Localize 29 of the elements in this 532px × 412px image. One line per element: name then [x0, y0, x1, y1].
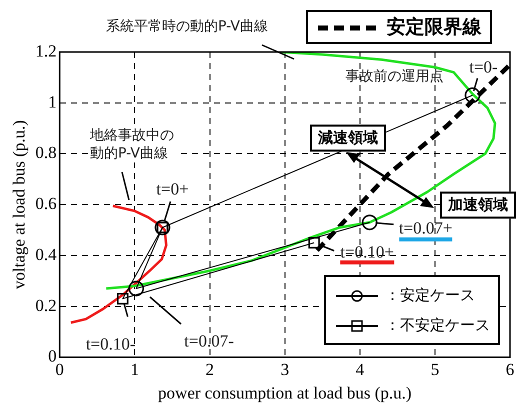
annotation: 地絡事故中の動的P-V曲線: [90, 128, 174, 161]
y-axis-title: voltage at load bus (p.u.): [10, 120, 29, 290]
x-tick-label: 1: [130, 360, 139, 379]
y-tick-label: 0.2: [35, 296, 57, 315]
annotation: 加速領域: [448, 196, 508, 214]
y-tick-label: 1.2: [35, 41, 57, 60]
x-tick-label: 6: [506, 360, 514, 379]
x-tick-label: 5: [430, 360, 440, 379]
annotation: t=0.10-: [86, 334, 136, 354]
annotation: t=0.07-: [184, 331, 234, 350]
legend-label: ：安定ケース: [384, 285, 476, 306]
x-tick-label: 2: [206, 360, 214, 379]
annotation: t=0.07+: [398, 218, 452, 238]
annotation: 減速領域: [318, 128, 378, 147]
annotation: 事故前の運用点: [345, 68, 444, 84]
y-tick-label: 0.6: [35, 194, 57, 214]
y-tick-label: 0.4: [35, 244, 58, 264]
y-tick-label: 0.8: [35, 143, 57, 162]
legend-label: 安定限界線: [386, 16, 482, 38]
x-tick-label: 3: [280, 360, 290, 379]
x-tick-label: 4: [356, 360, 365, 379]
annotation: t=0-: [469, 58, 498, 77]
y-tick-label: 1: [48, 92, 57, 112]
annotation: t=0+: [156, 180, 189, 199]
annotation: t=0.10+: [340, 242, 394, 262]
text: 系統平常時の動的P-V曲線: [106, 18, 268, 34]
legend-label: ：不安定ケース: [384, 315, 490, 336]
x-axis-title: power consumption at load bus (p.u.): [158, 383, 412, 402]
y-tick-label: 0: [48, 346, 57, 366]
